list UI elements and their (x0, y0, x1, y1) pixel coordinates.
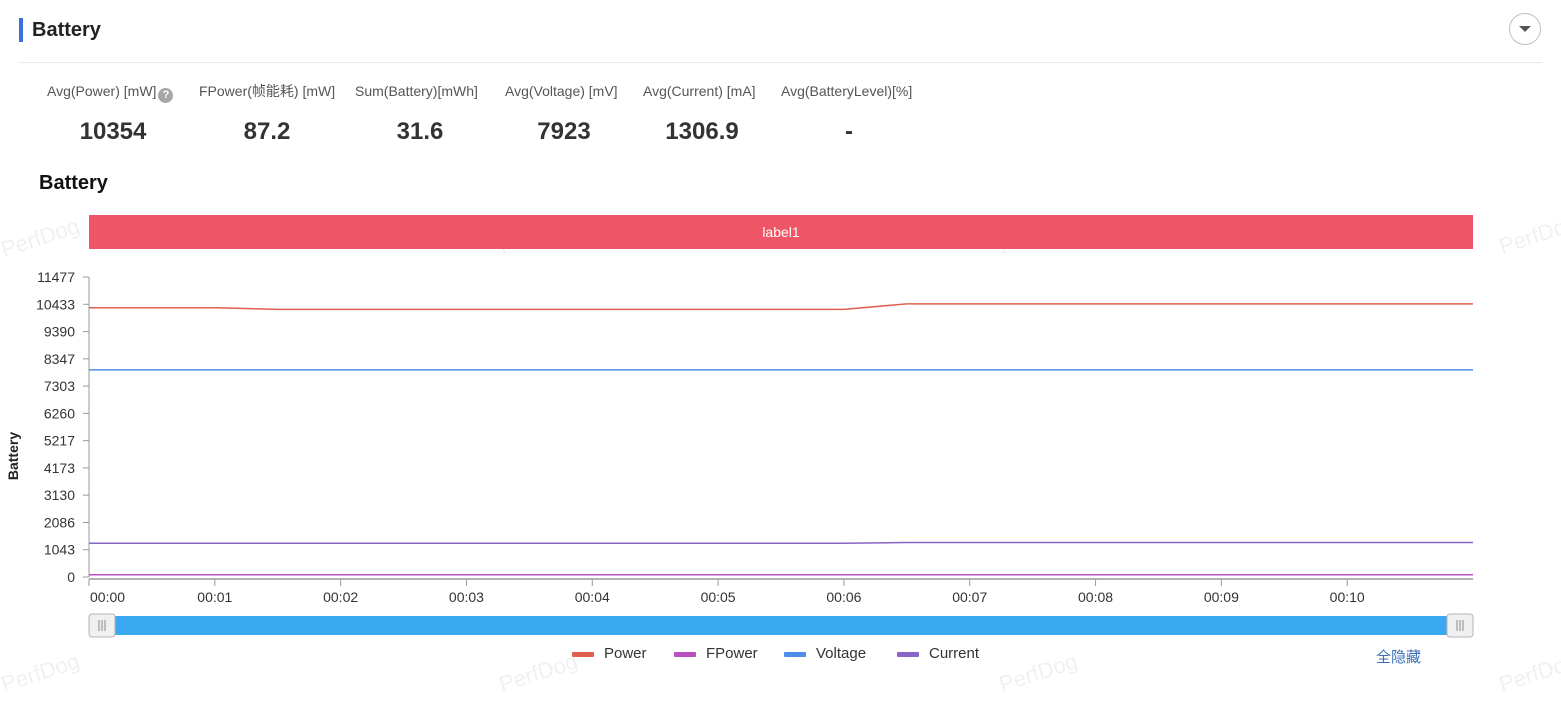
stat-fpower: FPower(帧能耗) [mW] 87.2 (199, 82, 336, 145)
series-line-power (89, 303, 1473, 311)
help-icon[interactable]: ? (158, 88, 174, 103)
legend-item-current[interactable]: Current (897, 645, 979, 662)
legend-item-voltage[interactable]: Voltage (784, 645, 866, 662)
y-tick-label: 9390 (44, 324, 75, 340)
legend-swatch-fpower (674, 651, 696, 657)
chevron-down-icon (1519, 26, 1531, 32)
watermark: PerfDog (1495, 648, 1561, 697)
section-header: Battery (19, 13, 1542, 63)
legend-item-fpower[interactable]: FPower (674, 645, 758, 662)
series-line-current (89, 541, 1473, 545)
legend-label: FPower (706, 645, 758, 662)
stat-value: 87.2 (243, 118, 291, 145)
section-title: Battery (32, 19, 101, 41)
x-tick-label: 00:05 (701, 589, 736, 605)
stat-label: Avg(Current) [mA] (643, 83, 756, 99)
x-tick-label: 00:10 (1330, 589, 1365, 605)
stat-label: FPower(帧能耗) [mW] (199, 83, 336, 99)
legend-label: Current (929, 645, 980, 662)
zoom-slider-track[interactable] (89, 616, 1473, 635)
x-tick-label: 00:02 (323, 589, 358, 605)
stat-avg-current: Avg(Current) [mA] 1306.9 (643, 82, 756, 145)
stat-value: - (845, 118, 853, 145)
stat-avg-voltage: Avg(Voltage) [mV] 7923 (505, 82, 618, 145)
legend-swatch-current (897, 651, 919, 657)
y-tick-label: 3130 (44, 487, 75, 503)
stat-avg-power: Avg(Power) [mW]? 10354 (47, 82, 174, 145)
y-tick-label: 6260 (44, 405, 75, 421)
stat-label: Avg(BatteryLevel)[%] (781, 83, 913, 99)
legend-label: Power (604, 645, 647, 662)
x-tick-label: 00:01 (197, 589, 232, 605)
x-tick-label: 00:06 (826, 589, 861, 605)
y-tick-label: 7303 (44, 378, 75, 394)
battery-line-chart: label1 0 1043 2086 3130 4173 5217 6260 7303 8347 9… (5, 215, 1474, 638)
y-tick-label: 1043 (44, 542, 75, 558)
watermark: PerfDog (495, 648, 581, 697)
mark-band (89, 215, 1473, 249)
stat-value: 10354 (79, 118, 147, 145)
y-axis-label: Battery (5, 432, 21, 480)
y-tick-label: 8347 (44, 351, 75, 367)
watermark: PerfDog (995, 648, 1081, 697)
y-tick-label: 2086 (44, 514, 75, 530)
x-tick-label: 00:09 (1204, 589, 1239, 605)
legend-label: Voltage (816, 645, 867, 662)
stat-value: 7923 (537, 118, 591, 145)
hide-all-button[interactable]: 全隐藏 (1376, 649, 1422, 666)
y-tick-label: 10433 (36, 296, 75, 312)
stat-value: 31.6 (396, 118, 444, 145)
legend-item-power[interactable]: Power (572, 645, 647, 662)
stat-avg-battery-level: Avg(BatteryLevel)[%] - (781, 82, 913, 145)
stat-label: Sum(Battery)[mWh] (355, 83, 478, 99)
watermark: PerfDog (0, 648, 83, 697)
stat-label: Avg(Power) [mW] (47, 83, 157, 99)
title-accent-bar (19, 18, 23, 42)
stat-sum-battery: Sum(Battery)[mWh] 31.6 (355, 82, 478, 145)
x-tick-label: 00:00 (90, 589, 125, 605)
stat-value: 1306.9 (665, 118, 739, 145)
y-tick-label: 4173 (44, 460, 75, 476)
mark-label: label1 (762, 224, 800, 240)
y-tick-label: 0 (67, 569, 75, 585)
legend-swatch-voltage (784, 651, 806, 657)
legend-swatch-power (572, 651, 594, 657)
x-tick-label: 00:07 (952, 589, 987, 605)
x-tick-label: 00:08 (1078, 589, 1113, 605)
y-tick-label: 5217 (44, 433, 75, 449)
chart-title: Battery (39, 172, 108, 194)
x-tick-label: 00:04 (575, 589, 610, 605)
x-tick-label: 00:03 (449, 589, 484, 605)
stat-label: Avg(Voltage) [mV] (505, 83, 618, 99)
y-tick-label: 11477 (37, 269, 75, 285)
collapse-button[interactable] (1509, 13, 1541, 45)
